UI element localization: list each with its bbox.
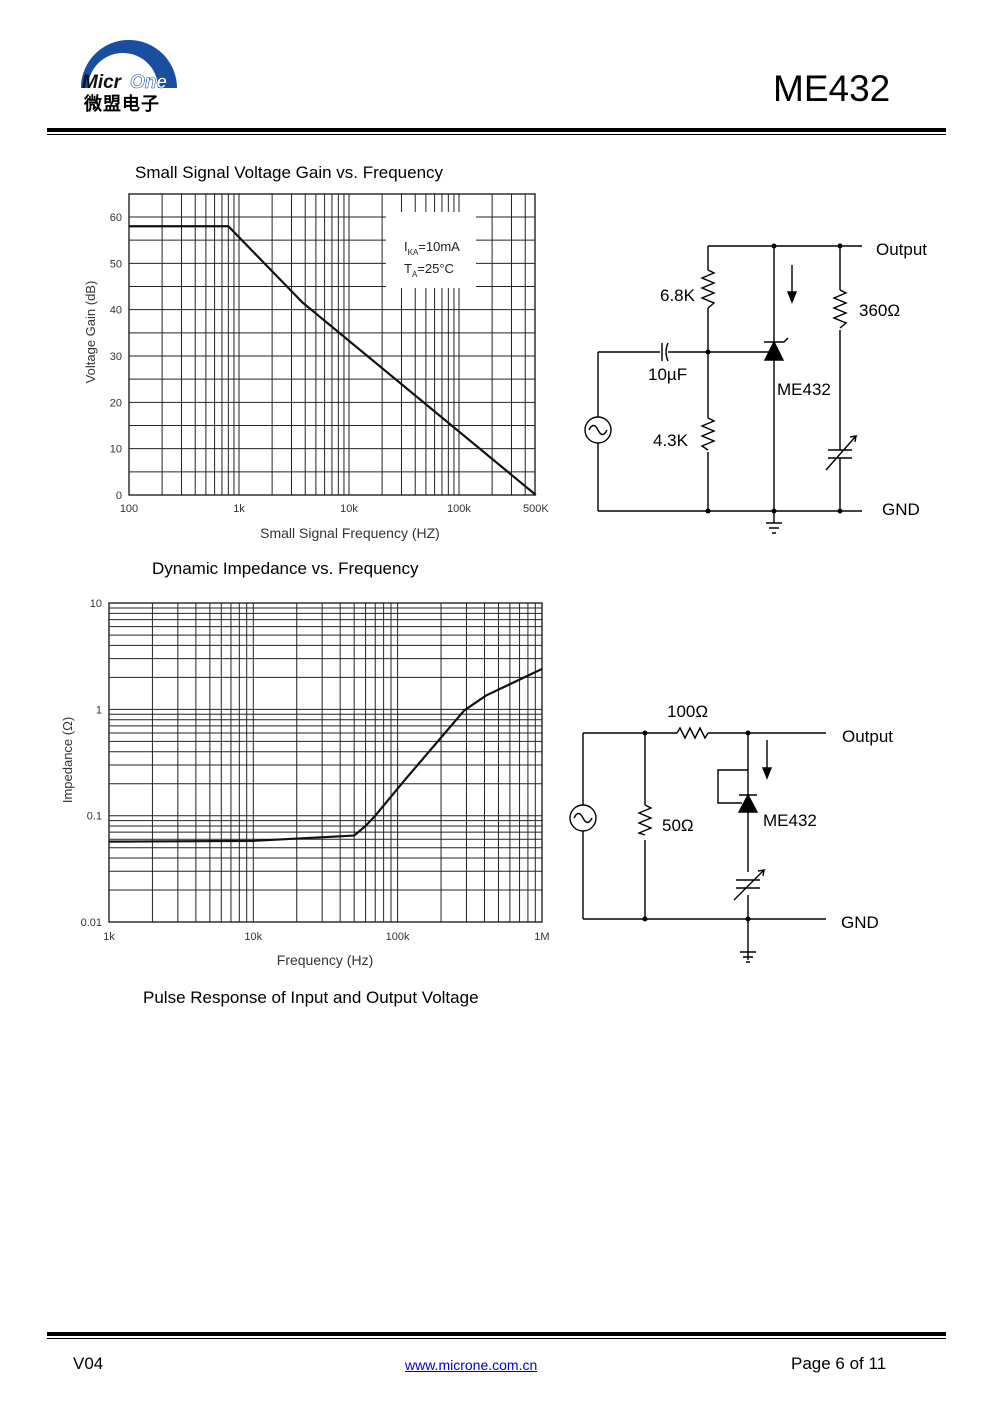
y-tick-label: 0.01: [81, 917, 102, 929]
label-4k3: 4.3K: [653, 431, 688, 450]
ac-source-icon-2: [569, 804, 597, 832]
label-360: 360Ω: [859, 301, 901, 320]
y-tick-label: 40: [110, 305, 122, 317]
y-tick-label: 1: [96, 704, 102, 716]
label-50ohm: 50Ω: [662, 816, 694, 835]
label-6k8: 6.8K: [660, 286, 695, 305]
variable-capacitor-2: [733, 868, 767, 901]
y-tick-label: 20: [110, 397, 122, 409]
x-tick-label: 10k: [244, 931, 262, 943]
x-tick-label: 100: [120, 503, 138, 515]
legend-box: [386, 212, 476, 288]
label-100ohm: 100Ω: [667, 702, 709, 721]
label-me432-2: ME432: [763, 811, 817, 830]
x-tick-label: 1k: [233, 503, 245, 515]
y-tick-label: 30: [110, 351, 122, 363]
pulse-response-title: Pulse Response of Input and Output Volta…: [143, 988, 479, 1007]
x-tick-label: 10k: [340, 503, 358, 515]
x-tick-label: 1M: [534, 931, 549, 943]
plot-frame: [108, 602, 543, 923]
y-tick-label: 0.1: [87, 811, 102, 823]
gain-series-line: [129, 225, 537, 496]
capacitor-10uf: [661, 342, 669, 362]
me432-symbol: [764, 337, 789, 343]
resistor-6k8: [700, 269, 716, 309]
y-tick-label: 10: [110, 444, 122, 456]
ground-symbol-2: [740, 951, 756, 963]
y-axis-label: Voltage Gain (dB): [83, 281, 98, 384]
y-tick-label: 50: [110, 258, 122, 270]
impedance-series-line: [108, 667, 543, 843]
header-rule: [47, 128, 946, 132]
gain-chart-title: Small Signal Voltage Gain vs. Frequency: [135, 163, 444, 182]
x-tick-label: 500K: [523, 503, 549, 515]
x-tick-label: 100k: [447, 503, 471, 515]
label-10uf: 10µF: [648, 365, 688, 384]
label-output-2: Output: [842, 727, 894, 746]
x-tick-label: 100k: [386, 931, 410, 943]
label-me432: ME432: [777, 380, 831, 399]
plot-frame: [128, 193, 536, 496]
x-tick-label: 1k: [103, 931, 115, 943]
resistor-50: [637, 804, 653, 836]
annotation-temp: TA=25°C: [404, 261, 454, 279]
annotation-current: IKA=10mA: [404, 239, 460, 257]
footer-rule-thin: [47, 1338, 946, 1339]
page-number: Page 6 of 11: [791, 1354, 887, 1373]
variable-capacitor: [825, 434, 858, 471]
version: V04: [73, 1354, 104, 1373]
header-rule-thin: [47, 134, 946, 135]
label-gnd: GND: [882, 500, 920, 519]
footer-rule: [47, 1332, 946, 1336]
svg-text:One: One: [130, 72, 167, 93]
website-link[interactable]: www.microne.com.cn: [405, 1357, 538, 1373]
x-axis-label: Small Signal Frequency (HZ): [260, 525, 440, 541]
y-tick-label: 10: [90, 598, 102, 610]
part-number: ME432: [773, 68, 891, 109]
ac-source-icon: [584, 416, 612, 444]
resistor-100: [676, 726, 709, 740]
label-gnd-2: GND: [841, 913, 879, 932]
resistor-360: [832, 289, 848, 329]
label-output: Output: [876, 240, 928, 259]
resistor-4k3: [700, 417, 716, 451]
logo: Micr One: [78, 26, 178, 116]
ground-symbol: [766, 511, 782, 534]
impedance-chart-title: Dynamic Impedance vs. Frequency: [152, 559, 419, 578]
y-tick-label: 0: [116, 490, 122, 502]
logo-cn-text: 微盟电子: [84, 94, 160, 114]
y-tick-label: 60: [110, 212, 122, 224]
svg-text:Micr: Micr: [82, 72, 123, 93]
y-axis-label: Impedance (Ω): [60, 717, 75, 803]
x-axis-label: Frequency (Hz): [277, 952, 373, 968]
